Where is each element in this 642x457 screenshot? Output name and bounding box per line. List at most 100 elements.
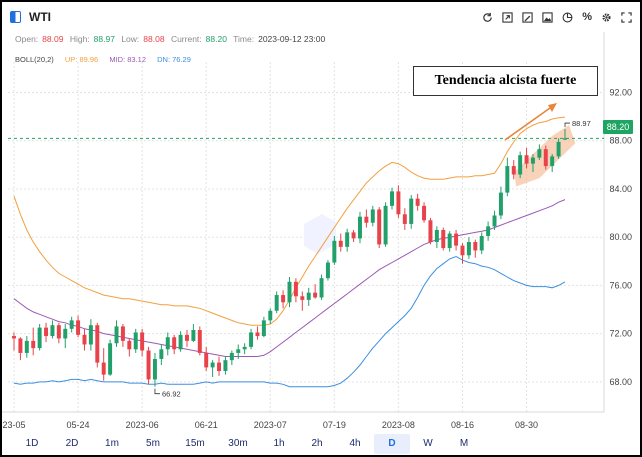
refresh-icon[interactable]: [482, 12, 493, 23]
candle-body: [357, 216, 362, 239]
candle-body: [178, 334, 183, 350]
candle-body: [383, 205, 388, 245]
candle-body: [409, 198, 414, 224]
timeframe-d[interactable]: D: [374, 434, 410, 454]
x-tick-label: 08-16: [451, 420, 474, 430]
candle-body: [345, 232, 350, 247]
watermark-logo: [304, 214, 336, 254]
candle-body: [63, 328, 68, 339]
boll-dn-line: [13, 255, 566, 388]
timeframe-5m[interactable]: 5m: [146, 438, 160, 449]
candle-body: [364, 216, 369, 223]
candle-body: [498, 192, 503, 216]
candle-body: [293, 281, 298, 297]
low-marker: [154, 388, 160, 395]
low-value: 88.08: [143, 34, 165, 44]
candle-body: [466, 242, 471, 256]
boll-mid-line: [13, 199, 566, 357]
timeframe-w[interactable]: W: [423, 438, 433, 449]
symbol-name[interactable]: WTI: [29, 10, 51, 24]
candle-body: [287, 281, 292, 303]
timeframe-30m[interactable]: 30m: [228, 438, 248, 449]
candle-body: [300, 296, 305, 300]
low-label: 66.92: [162, 390, 181, 399]
timeframe-1m[interactable]: 1m: [105, 438, 119, 449]
y-tick-label: 80.00: [609, 232, 632, 242]
candle-body: [428, 220, 433, 243]
expand-icon[interactable]: [502, 11, 513, 23]
candle-body: [204, 352, 209, 368]
candle-body: [24, 340, 29, 353]
y-tick-label: 72.00: [609, 329, 632, 339]
candle-body: [313, 292, 318, 298]
candle-body: [274, 295, 279, 311]
candle-body: [281, 295, 286, 303]
percent-icon[interactable]: %: [582, 11, 592, 23]
candle-body: [185, 334, 189, 341]
timeframe-1h[interactable]: 1h: [273, 438, 285, 449]
candle-body: [473, 242, 478, 251]
x-tick-label: 08-30: [515, 420, 538, 430]
indicator-icon[interactable]: [562, 12, 573, 23]
boll-dn-value: DN: 76.29: [157, 55, 191, 64]
image-icon[interactable]: [542, 11, 553, 23]
candle-body: [172, 337, 177, 350]
boll-legend[interactable]: BOLL(20,2) UP: 89.96 MID: 83.12 DN: 76.2…: [15, 55, 200, 64]
timeframe-2d[interactable]: 2D: [65, 438, 79, 449]
candle-body: [479, 235, 484, 251]
settings-icon[interactable]: [601, 12, 612, 23]
candle-body: [454, 233, 459, 246]
candle-body: [223, 360, 228, 372]
current-value: 88.20: [205, 34, 227, 44]
candle-body: [518, 155, 523, 175]
timeframe-15m[interactable]: 15m: [185, 438, 205, 449]
draw-icon[interactable]: [522, 11, 533, 23]
x-tick-label: 07-19: [323, 420, 346, 430]
timeframe-4h[interactable]: 4h: [349, 438, 361, 449]
candle-body: [56, 325, 61, 339]
candle-body: [108, 343, 113, 375]
candle-body: [18, 338, 23, 353]
timeframe-1d[interactable]: 1D: [25, 438, 39, 449]
candle-body: [492, 215, 497, 227]
candle-body: [242, 346, 247, 350]
low-label: Low:: [121, 34, 140, 44]
high-label: High:: [69, 34, 90, 44]
ohlc-readout: Open: 88.09 High: 88.97 Low: 88.08 Current:…: [15, 34, 329, 44]
candle-body: [159, 349, 164, 359]
candle-body: [197, 330, 202, 353]
candle-body: [524, 155, 529, 164]
high-label: 88.97: [572, 119, 591, 128]
current-price-tag: 88.20: [603, 120, 633, 134]
candle-body: [319, 278, 324, 298]
x-tick-label: 2023-07: [254, 420, 287, 430]
candle-body: [370, 209, 375, 223]
x-tick-label: 23-05: [2, 420, 25, 430]
candle-body: [390, 191, 394, 206]
trend-arrow-line: [504, 107, 551, 141]
candle-body: [530, 157, 535, 164]
candle-body: [434, 229, 439, 243]
candle-body: [396, 191, 401, 215]
candle-body: [152, 358, 157, 380]
candle-body: [82, 334, 87, 345]
candle-body: [415, 198, 420, 206]
timeframe-m[interactable]: M: [459, 438, 469, 449]
candle-body: [88, 325, 93, 345]
high-marker: [564, 122, 570, 128]
fullscreen-icon[interactable]: [621, 11, 632, 23]
candle-body: [306, 292, 311, 300]
candle-body: [422, 205, 427, 221]
high-value: 88.97: [93, 34, 115, 44]
candle-body: [556, 141, 561, 157]
candle-body: [31, 340, 36, 349]
candle-body: [120, 326, 125, 341]
toolbar: %: [482, 11, 632, 23]
candle-body: [165, 337, 170, 350]
candle-body: [486, 226, 491, 236]
timeframe-2h[interactable]: 2h: [311, 438, 323, 449]
candle-body: [217, 362, 222, 372]
candle-body: [69, 320, 74, 329]
